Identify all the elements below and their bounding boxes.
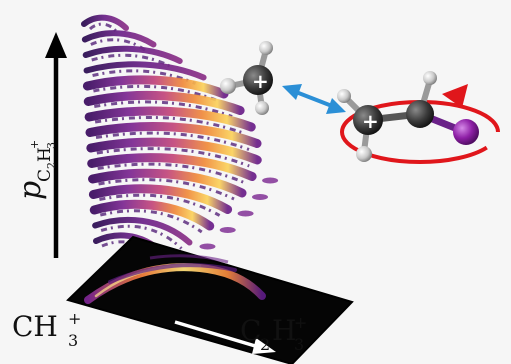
- methyl-cation-molecule: +: [220, 41, 273, 115]
- projection-panel: [66, 235, 354, 364]
- y-axis-label-main: p: [13, 181, 48, 200]
- c2h3-sub1: 2: [260, 335, 270, 354]
- momentum-slice-fringe: [96, 147, 250, 168]
- momentum-slice-fringe: [88, 22, 120, 35]
- momentum-slice: [82, 75, 229, 99]
- momentum-slice: [81, 30, 157, 48]
- up-arrow-icon: [45, 32, 67, 258]
- double-headed-arrow-icon: [282, 84, 346, 114]
- momentum-slice-blob: [262, 177, 279, 184]
- momentum-slice: [83, 90, 245, 115]
- momentum-slice-blob: [252, 194, 269, 200]
- iodine-atom: [453, 119, 479, 145]
- momentum-slice: [92, 216, 193, 246]
- momentum-slice-blob: [199, 243, 216, 250]
- ch3-sub: 3: [68, 331, 78, 350]
- right-arrow-icon: [174, 320, 276, 354]
- momentum-slice: [82, 45, 183, 64]
- ch3-sup: +: [68, 309, 81, 328]
- hydrogen-atom: [356, 146, 372, 162]
- ch3-main: CH: [12, 310, 58, 343]
- momentum-slice: [89, 199, 215, 231]
- carbon-atom-charged: [353, 105, 383, 135]
- fragment-label-ch3: CH 3 +: [12, 309, 81, 350]
- y-axis-label-sub-c: C: [35, 169, 55, 182]
- hydrogen-atom: [259, 41, 273, 55]
- momentum-slice-blob: [219, 227, 236, 233]
- hydrogen-atom: [423, 71, 437, 85]
- c2h3-main2: H: [272, 314, 296, 347]
- momentum-slice-fringe: [92, 69, 197, 85]
- vinyl-cation-molecule: +: [337, 71, 479, 162]
- momentum-slice-fringe: [99, 209, 203, 234]
- momentum-slice: [84, 106, 256, 132]
- momentum-slice: [83, 61, 207, 81]
- hydrogen-atom: [255, 101, 269, 115]
- carbon-atom: [406, 100, 434, 128]
- c2h3-main1: C: [240, 314, 261, 347]
- methyl-charge: +: [252, 69, 269, 93]
- momentum-slice: [85, 122, 262, 148]
- momentum-slice: [86, 137, 262, 165]
- c2h3-sup: +: [294, 313, 307, 332]
- y-axis-label-sub-h: H: [35, 147, 55, 162]
- c2h3-sub2: 3: [294, 335, 304, 354]
- momentum-slice-fringe: [94, 115, 244, 135]
- momentum-slice-fringe: [94, 100, 233, 118]
- hydrogen-atom: [337, 89, 351, 103]
- momentum-slice-fringe: [99, 193, 221, 217]
- momentum-slice-fringe: [91, 53, 173, 69]
- momentum-slice-blob: [237, 210, 254, 217]
- fragment-label-c2h3: C 2 H 3 +: [240, 313, 307, 354]
- momentum-slice: [88, 168, 247, 198]
- hydrogen-atom: [220, 78, 236, 94]
- y-axis-label-sub-2: 2: [45, 162, 58, 169]
- momentum-slice-fringe: [101, 240, 162, 266]
- momentum-slice-fringe: [97, 162, 245, 184]
- momentum-slice: [87, 153, 257, 181]
- momentum-slice-fringe: [95, 131, 250, 151]
- momentum-slice-fringe: [93, 84, 217, 102]
- y-axis-label-sub-3: 3: [45, 142, 58, 149]
- y-axis-label-sup: +: [28, 140, 41, 149]
- momentum-slices: [81, 14, 279, 266]
- momentum-slice: [81, 14, 129, 31]
- vinyl-charge: +: [362, 109, 379, 133]
- momentum-slice: [88, 184, 233, 214]
- y-axis-label: p C 2 H 3 +: [13, 140, 58, 200]
- carbon-atom-charged: [243, 65, 273, 95]
- momentum-slice-fringe: [98, 178, 235, 201]
